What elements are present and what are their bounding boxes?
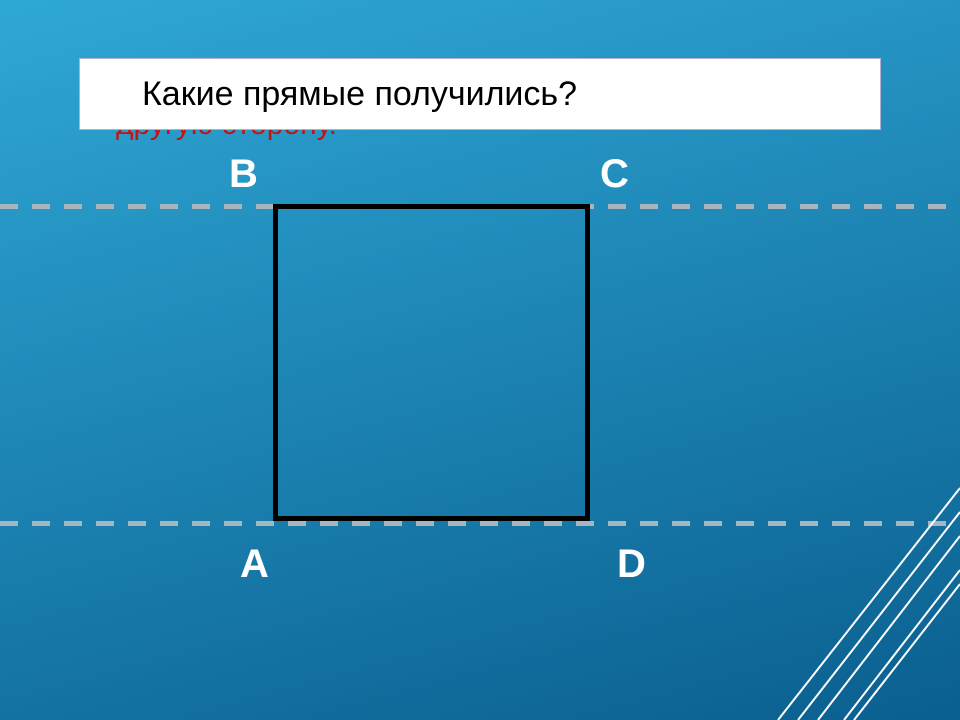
vertex-B: B (229, 152, 258, 197)
vertex-D: D (617, 542, 646, 587)
question-text: Какие прямые получились? (142, 75, 577, 114)
dashed-line-bottom (0, 521, 960, 526)
question-box: Какие прямые получились? (79, 58, 881, 130)
geometry-square (273, 204, 590, 521)
vertex-C: C (600, 152, 629, 197)
vertex-A: A (240, 542, 269, 587)
